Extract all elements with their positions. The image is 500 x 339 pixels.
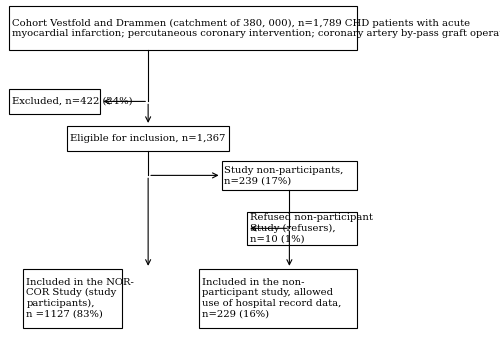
Text: Excluded, n=422 (24%): Excluded, n=422 (24%) bbox=[12, 97, 132, 106]
Text: Study non-participants,
n=239 (17%): Study non-participants, n=239 (17%) bbox=[224, 166, 344, 185]
Text: Refused non-participant
Study (refusers),
n=10 (1%): Refused non-participant Study (refusers)… bbox=[250, 213, 373, 243]
Text: Cohort Vestfold and Drammen (catchment of 380, 000), n=1,789 CHD patients with a: Cohort Vestfold and Drammen (catchment o… bbox=[12, 19, 500, 38]
Text: Included in the NOR-
COR Study (study
participants),
n =1127 (83%): Included in the NOR- COR Study (study pa… bbox=[26, 278, 134, 318]
FancyBboxPatch shape bbox=[68, 126, 229, 151]
FancyBboxPatch shape bbox=[24, 269, 122, 327]
FancyBboxPatch shape bbox=[247, 212, 358, 245]
Text: Eligible for inclusion, n=1,367: Eligible for inclusion, n=1,367 bbox=[70, 134, 226, 143]
FancyBboxPatch shape bbox=[8, 6, 358, 50]
Text: Included in the non-
participant study, allowed
use of hospital record data,
n=2: Included in the non- participant study, … bbox=[202, 278, 342, 318]
FancyBboxPatch shape bbox=[222, 161, 358, 190]
FancyBboxPatch shape bbox=[8, 89, 100, 114]
FancyBboxPatch shape bbox=[200, 269, 358, 327]
